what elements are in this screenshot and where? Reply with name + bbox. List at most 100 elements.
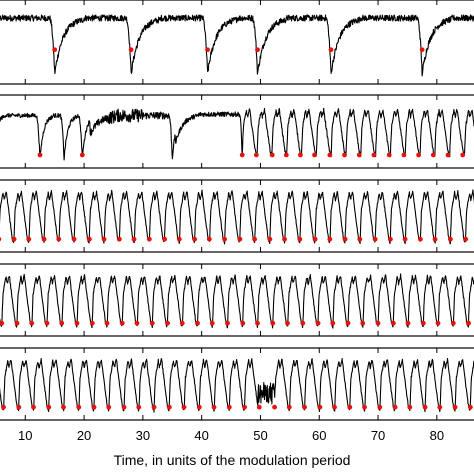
dip-marker bbox=[253, 152, 259, 158]
dip-marker bbox=[176, 236, 182, 242]
dip-marker bbox=[463, 236, 469, 242]
dip-marker bbox=[330, 320, 336, 326]
panel-4-trace bbox=[0, 273, 474, 329]
dip-marker bbox=[372, 236, 378, 242]
dip-marker bbox=[327, 152, 333, 158]
dip-marker bbox=[405, 320, 411, 326]
dip-marker bbox=[332, 404, 337, 410]
dip-marker bbox=[377, 404, 383, 410]
dip-marker bbox=[14, 320, 20, 326]
dip-marker bbox=[31, 404, 36, 410]
dip-marker bbox=[362, 404, 367, 410]
dip-marker bbox=[151, 404, 157, 410]
panel-5-frame bbox=[0, 347, 474, 421]
dip-marker bbox=[26, 236, 32, 242]
dip-marker bbox=[345, 320, 351, 326]
dip-marker bbox=[239, 152, 245, 158]
dip-marker bbox=[165, 320, 170, 326]
dip-marker bbox=[116, 236, 122, 242]
dip-marker bbox=[11, 236, 17, 242]
dip-marker bbox=[89, 320, 95, 326]
dip-marker bbox=[104, 320, 110, 326]
dip-marker bbox=[447, 236, 453, 242]
dip-marker bbox=[392, 404, 398, 410]
panel-3 bbox=[0, 179, 474, 253]
dip-marker bbox=[371, 152, 377, 158]
dip-marker bbox=[286, 404, 292, 410]
dip-marker bbox=[285, 320, 290, 326]
dip-marker bbox=[196, 404, 202, 410]
x-axis: 10 20 30 40 50 60 70 80 bbox=[18, 428, 444, 443]
dip-marker bbox=[387, 236, 393, 242]
dip-marker bbox=[181, 404, 187, 410]
dip-marker bbox=[46, 404, 52, 410]
panel-3-frame bbox=[0, 179, 474, 253]
dip-marker bbox=[106, 404, 112, 410]
dip-marker bbox=[226, 404, 232, 410]
dip-marker bbox=[327, 236, 333, 242]
x-tick-label: 30 bbox=[136, 428, 150, 443]
dip-marker bbox=[420, 320, 426, 326]
dip-marker bbox=[450, 320, 456, 326]
dip-marker bbox=[56, 236, 62, 242]
panel-4-frame bbox=[0, 263, 474, 337]
dip-marker bbox=[225, 320, 230, 326]
dip-marker bbox=[269, 152, 275, 158]
dip-marker bbox=[328, 47, 334, 53]
dip-marker bbox=[44, 320, 50, 326]
dip-marker bbox=[419, 47, 425, 53]
dip-marker bbox=[402, 236, 408, 242]
dip-marker bbox=[342, 152, 347, 158]
dip-marker bbox=[460, 152, 466, 158]
dip-marker bbox=[312, 152, 317, 158]
dip-marker bbox=[59, 320, 65, 326]
dip-marker bbox=[240, 320, 246, 326]
dip-marker bbox=[390, 320, 396, 326]
x-tick-label: 70 bbox=[371, 428, 385, 443]
dip-marker bbox=[347, 404, 353, 410]
dip-marker bbox=[300, 320, 306, 326]
dip-marker bbox=[466, 320, 471, 326]
dip-marker bbox=[452, 404, 458, 410]
panel-2 bbox=[0, 94, 474, 169]
dip-marker bbox=[61, 404, 66, 410]
dip-marker bbox=[255, 320, 260, 326]
dip-marker bbox=[121, 404, 127, 410]
panel-1-frame bbox=[0, 0, 474, 85]
dip-marker bbox=[74, 320, 80, 326]
dip-marker bbox=[283, 152, 289, 158]
dip-marker bbox=[386, 152, 392, 158]
panels-group bbox=[0, 0, 474, 421]
dip-marker bbox=[37, 152, 43, 158]
dip-marker bbox=[302, 404, 307, 410]
dip-marker bbox=[206, 236, 212, 242]
dip-marker bbox=[315, 320, 321, 326]
dip-marker bbox=[417, 236, 423, 242]
panel-5 bbox=[0, 347, 474, 421]
dip-marker bbox=[136, 404, 142, 410]
x-tick-label: 60 bbox=[312, 428, 326, 443]
x-tick-label: 10 bbox=[18, 428, 32, 443]
dip-marker bbox=[356, 152, 362, 158]
x-tick-label: 80 bbox=[430, 428, 444, 443]
dip-marker bbox=[149, 320, 155, 326]
dip-marker bbox=[1, 404, 6, 410]
dip-marker bbox=[166, 404, 172, 410]
x-tick-label: 20 bbox=[77, 428, 91, 443]
panel-2-frame bbox=[0, 94, 474, 169]
dip-marker bbox=[467, 404, 473, 410]
dip-marker bbox=[205, 47, 210, 53]
dip-marker bbox=[211, 404, 217, 410]
dip-marker bbox=[146, 236, 152, 242]
dip-marker bbox=[270, 320, 276, 326]
panel-3-trace bbox=[0, 189, 474, 245]
x-tick-label: 40 bbox=[194, 428, 208, 443]
dip-marker bbox=[192, 236, 198, 242]
dip-marker bbox=[267, 236, 273, 242]
dip-marker bbox=[52, 47, 58, 53]
dip-marker bbox=[195, 320, 200, 326]
dip-marker bbox=[416, 152, 422, 158]
panel-1 bbox=[0, 0, 474, 85]
dip-marker bbox=[252, 236, 257, 242]
